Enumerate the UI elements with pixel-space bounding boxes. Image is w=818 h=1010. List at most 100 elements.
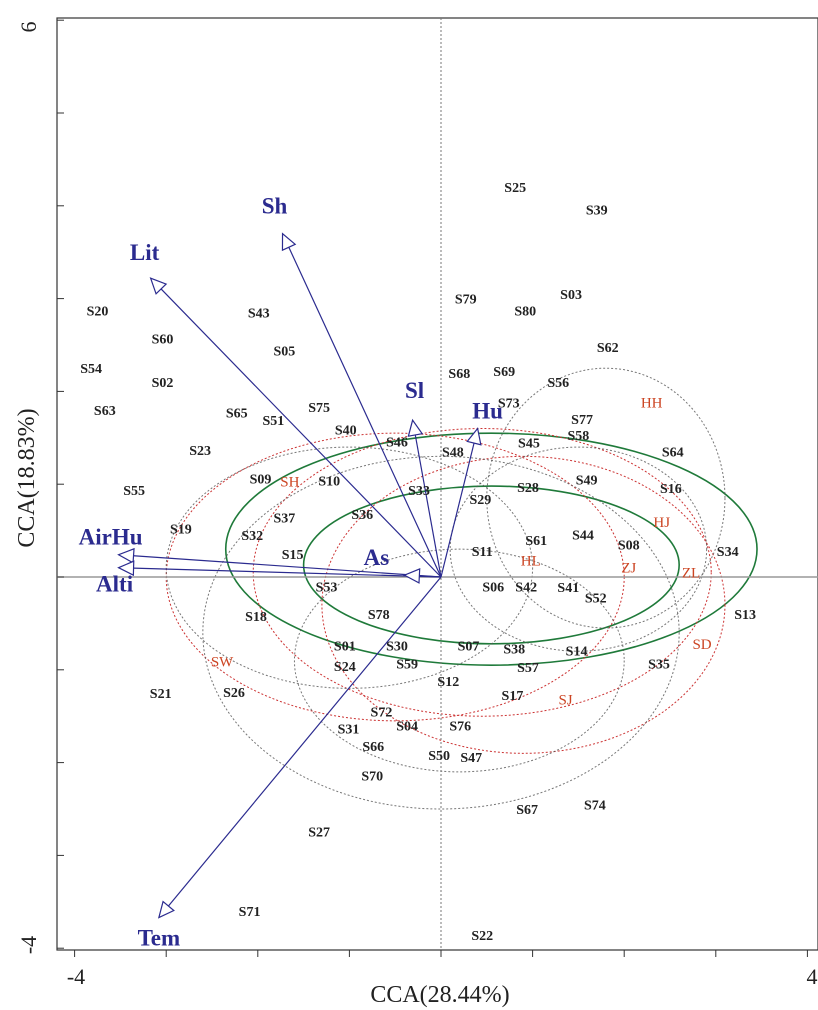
site-label-s54: S54 — [80, 362, 102, 377]
green-group-ellipse — [224, 432, 758, 666]
site-label-s52: S52 — [585, 591, 607, 606]
group-ellipses — [165, 367, 758, 810]
site-label-s34: S34 — [717, 545, 739, 560]
site-label-s20: S20 — [87, 305, 109, 320]
vector-label-as: As — [364, 545, 390, 570]
site-label-s40: S40 — [335, 423, 357, 438]
group-label-sw: SW — [211, 654, 234, 670]
site-label-s41: S41 — [557, 581, 579, 596]
site-label-s65: S65 — [226, 407, 248, 422]
site-label-s12: S12 — [437, 675, 459, 690]
site-label-s21: S21 — [150, 687, 172, 702]
site-label-s24: S24 — [334, 660, 356, 675]
vector-arrowhead-tem — [157, 900, 175, 919]
plot-frame — [56, 17, 818, 951]
site-label-s49: S49 — [576, 474, 598, 489]
site-label-s64: S64 — [662, 446, 684, 461]
site-label-s56: S56 — [547, 376, 569, 391]
site-label-s57: S57 — [517, 661, 539, 676]
site-label-s04: S04 — [396, 719, 418, 734]
site-label-s58: S58 — [568, 429, 590, 444]
site-label-s67: S67 — [516, 803, 538, 818]
vector-label-hu: Hu — [472, 399, 503, 424]
site-label-s28: S28 — [517, 481, 539, 496]
site-label-s17: S17 — [502, 689, 524, 704]
site-label-s26: S26 — [223, 686, 245, 701]
site-label-s66: S66 — [362, 740, 384, 755]
group-label-hj: HJ — [653, 515, 670, 531]
site-label-s38: S38 — [503, 642, 525, 657]
site-label-s61: S61 — [525, 534, 547, 549]
site-label-s45: S45 — [518, 436, 540, 451]
site-label-s53: S53 — [316, 580, 338, 595]
y-tick-max-label: 6 — [16, 22, 41, 33]
site-label-s22: S22 — [471, 929, 493, 944]
x-axis-title: CCA(28.44%) — [370, 982, 509, 1008]
site-label-s44: S44 — [572, 528, 594, 543]
group-label-hl: HL — [521, 553, 541, 569]
group-label-hh: HH — [641, 396, 663, 412]
group-label-sj: SJ — [558, 692, 572, 708]
vector-label-lit: Lit — [130, 240, 160, 265]
site-label-s48: S48 — [442, 446, 464, 461]
site-label-s37: S37 — [273, 512, 295, 527]
grey-group-ellipse — [486, 367, 726, 629]
group-labels: HH SH HJ ZJ ZL HL SD SW SJ — [211, 396, 712, 709]
vector-label-sh: Sh — [262, 194, 288, 219]
site-label-s01: S01 — [334, 640, 356, 655]
y-tick-min-label: -4 — [16, 936, 41, 954]
group-label-zl: ZL — [682, 565, 700, 581]
site-label-s09: S09 — [250, 473, 272, 488]
site-label-s02: S02 — [152, 376, 174, 391]
vector-arrowhead-as — [402, 568, 421, 584]
vector-line-lit — [160, 288, 442, 578]
site-label-s76: S76 — [449, 719, 471, 734]
site-label-s75: S75 — [308, 401, 330, 416]
site-label-s80: S80 — [514, 305, 536, 320]
site-label-s13: S13 — [734, 608, 756, 623]
site-label-s08: S08 — [618, 539, 640, 554]
site-label-s25: S25 — [504, 181, 526, 196]
site-label-s60: S60 — [152, 333, 174, 348]
x-tick-max-label: 4 — [807, 964, 818, 989]
site-label-s06: S06 — [482, 580, 504, 595]
vector-line-sh — [288, 247, 442, 578]
vector-line-tem — [167, 576, 442, 907]
site-label-s39: S39 — [586, 204, 608, 219]
site-label-s11: S11 — [472, 545, 493, 560]
group-label-zj: ZJ — [621, 561, 636, 577]
group-label-sd: SD — [692, 637, 711, 653]
site-label-s63: S63 — [94, 404, 116, 419]
site-label-s78: S78 — [368, 608, 390, 623]
site-label-s42: S42 — [515, 580, 537, 595]
site-label-s16: S16 — [660, 482, 682, 497]
vector-arrowhead-sl — [407, 418, 424, 437]
site-label-s59: S59 — [396, 657, 418, 672]
site-label-s68: S68 — [448, 367, 470, 382]
site-label-s07: S07 — [458, 640, 480, 655]
vector-label-airhu: AirHu — [79, 525, 143, 550]
site-label-s43: S43 — [248, 307, 270, 322]
grey-group-ellipse — [202, 455, 680, 810]
vector-arrowhead-hu — [466, 427, 482, 446]
red-group-ellipse — [321, 455, 726, 754]
y-axis-title: CCA(18.83%) — [14, 408, 40, 547]
site-label-s33: S33 — [408, 484, 430, 499]
red-group-ellipse — [252, 428, 712, 717]
vector-arrowhead-sh — [281, 232, 297, 252]
x-tick-min-label: -4 — [67, 964, 85, 989]
vector-label-alti: Alti — [96, 572, 134, 597]
site-label-s30: S30 — [386, 640, 408, 655]
vector-line-as — [419, 575, 442, 578]
environment-vectors: Sh Lit Sl Hu AirHu Alti As Tem — [79, 194, 504, 951]
site-label-s77: S77 — [571, 413, 593, 428]
grey-group-ellipse — [293, 548, 625, 773]
site-label-s73: S73 — [498, 397, 520, 412]
vector-label-sl: Sl — [405, 378, 424, 403]
site-labels: S25 S39 S03 S79 S80 S20 S43 S60 S62 S05 S68 S69 S54 S… — [80, 181, 756, 944]
vector-arrowhead-alti — [117, 560, 135, 577]
site-label-s69: S69 — [493, 365, 515, 380]
site-label-s62: S62 — [597, 341, 619, 356]
axis-ticks — [57, 19, 808, 957]
vector-line-sl — [414, 434, 442, 578]
